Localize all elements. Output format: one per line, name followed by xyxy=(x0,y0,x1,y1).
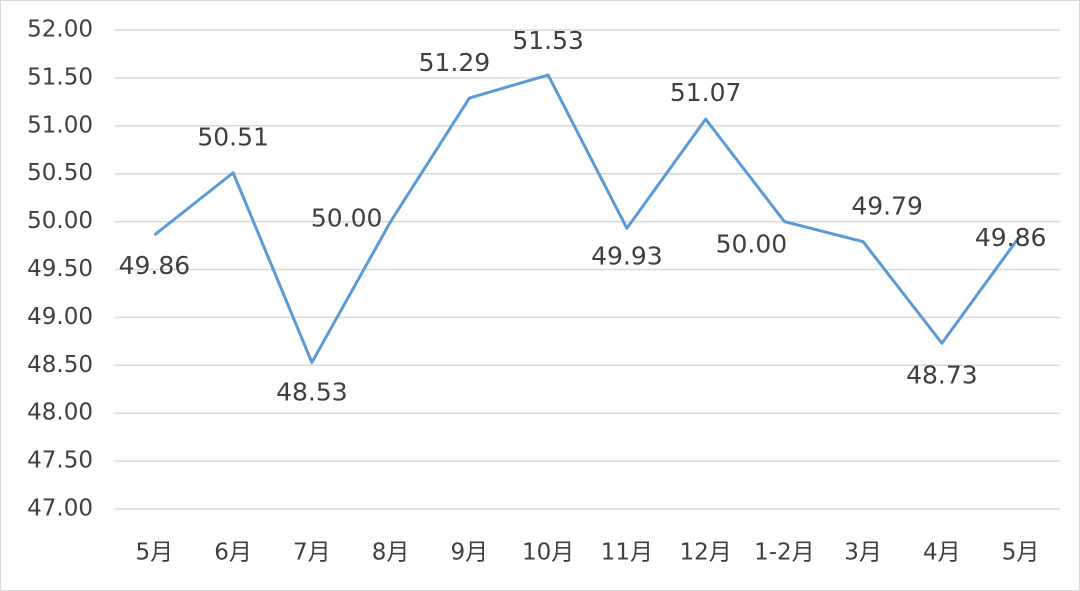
y-tick-label: 52.00 xyxy=(27,17,93,43)
data-label: 49.86 xyxy=(119,251,191,280)
data-label: 49.86 xyxy=(975,223,1047,252)
data-line xyxy=(153,73,1022,364)
data-label: 48.73 xyxy=(906,360,978,389)
x-tick-label: 1-2月 xyxy=(754,540,815,566)
y-tick-label: 48.50 xyxy=(27,352,93,378)
x-tick-label: 11月 xyxy=(601,540,653,566)
x-tick-label: 7月 xyxy=(293,540,331,566)
y-tick-label: 49.00 xyxy=(27,304,93,330)
data-label: 50.00 xyxy=(311,204,383,233)
x-tick-label: 9月 xyxy=(451,540,489,566)
x-tick-label: 12月 xyxy=(679,540,731,566)
data-label: 49.93 xyxy=(591,241,663,270)
x-tick-label: 6月 xyxy=(214,540,252,566)
x-tick-label: 8月 xyxy=(372,540,410,566)
data-label: 50.00 xyxy=(716,230,788,259)
y-tick-label: 51.50 xyxy=(27,64,93,90)
data-label: 51.07 xyxy=(670,78,742,107)
y-tick-label: 47.50 xyxy=(27,448,93,474)
y-tick-label: 49.50 xyxy=(27,256,93,282)
y-tick-label: 51.00 xyxy=(27,112,93,138)
x-tick-label: 3月 xyxy=(844,540,882,566)
x-tick-label: 10月 xyxy=(522,540,574,566)
y-tick-label: 50.00 xyxy=(27,208,93,234)
data-label: 51.29 xyxy=(419,48,491,77)
data-label: 50.51 xyxy=(197,123,269,152)
y-tick-label: 48.00 xyxy=(27,400,93,426)
x-tick-label: 5月 xyxy=(1002,540,1040,566)
x-tick-label: 4月 xyxy=(923,540,961,566)
y-tick-label: 50.50 xyxy=(27,160,93,186)
y-tick-label: 47.00 xyxy=(27,496,93,522)
x-tick-label: 5月 xyxy=(136,540,174,566)
data-label: 48.53 xyxy=(276,377,348,406)
data-label: 49.79 xyxy=(851,192,923,221)
data-label: 51.53 xyxy=(512,26,584,55)
